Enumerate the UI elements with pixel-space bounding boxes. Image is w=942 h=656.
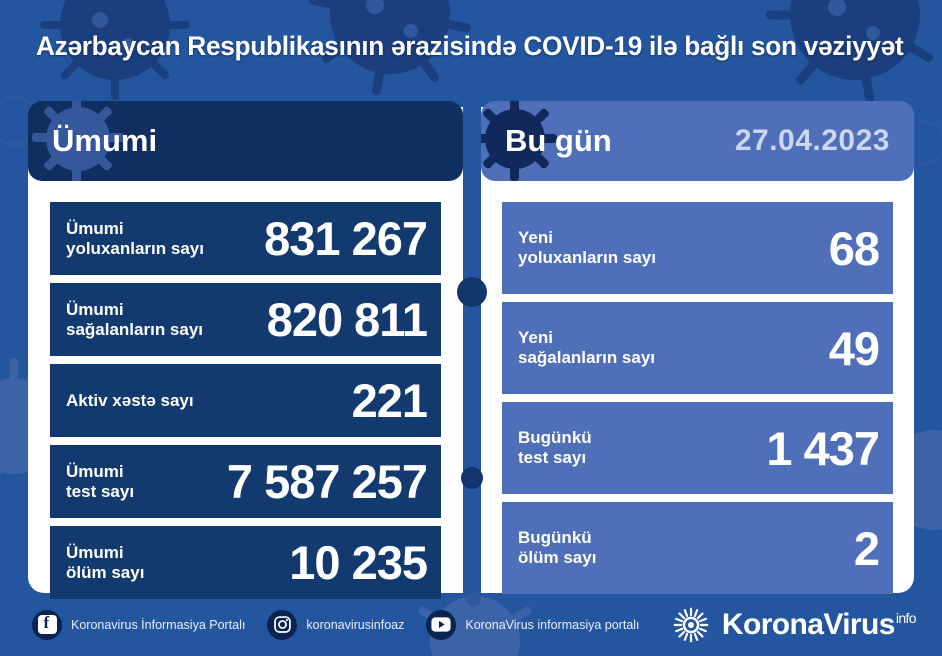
social-label: koronavirusinfoaz (306, 617, 405, 632)
virus-spikes (481, 134, 489, 143)
panel-today-rows: Yeni yoluxanların sayı 68 Yeni sağalanla… (502, 202, 893, 594)
virus-dot (828, 0, 846, 16)
stat-row: Yeni yoluxanların sayı 68 (502, 202, 893, 294)
stat-label: Ümumi ölüm sayı (66, 542, 145, 582)
social-links: Koronavirus İnformasiya Portalı koronavi… (32, 609, 640, 640)
social-label: Koronavirus İnformasiya Portalı (71, 617, 246, 632)
stat-row: Ümumi sağalanların sayı 820 811 (50, 283, 441, 356)
virus-dot (466, 592, 481, 607)
virus-particle (40, 0, 190, 100)
panel-total-title: Ümumi (52, 123, 158, 158)
stat-value: 1 437 (766, 421, 880, 475)
panel-total-rows: Ümumi yoluxanların sayı 831 267 Ümumi sa… (50, 202, 441, 599)
stat-value: 49 (828, 321, 880, 375)
stat-row: Yeni sağalanların sayı 49 (502, 302, 893, 394)
virus-dot (366, 0, 384, 14)
stat-row: Ümumi yoluxanların sayı 831 267 (50, 202, 441, 275)
report-date: 27.04.2023 (734, 124, 890, 157)
stat-value: 7 587 257 (226, 455, 428, 508)
social-label: KoronaVirus informasiya portalı (465, 617, 640, 632)
panel-divider (457, 107, 487, 593)
stat-label: Ümumi sağalanların sayı (66, 299, 204, 339)
virus-spikes (541, 134, 557, 143)
stat-value: 221 (351, 374, 428, 427)
page-title-bar: Azərbaycan Respublikasının ərazisində CO… (0, 0, 942, 92)
brand-title: KoronaVirus (721, 607, 895, 641)
panel-today: Bu gün 27.04.2023 Yeni yoluxanların sayı… (481, 101, 914, 594)
social-link-facebook[interactable]: Koronavirus İnformasiya Portalı (32, 609, 246, 640)
virus-particle (461, 467, 483, 489)
virus-dot (92, 12, 108, 28)
stat-value: 820 811 (266, 293, 428, 346)
stat-label: Yeni sağalanların sayı (518, 328, 656, 367)
youtube-glyph (431, 617, 451, 632)
panel-today-header: Bu gün 27.04.2023 (481, 101, 914, 181)
stat-label: Ümumi yoluxanların sayı (66, 218, 204, 258)
virus-sun-icon (673, 607, 709, 642)
page-title: Azərbaycan Respublikasının ərazisində CO… (36, 30, 904, 61)
stat-label: Bugünkü test sayı (518, 428, 592, 467)
footer-bar: Koronavirus İnformasiya Portalı koronavi… (0, 593, 942, 656)
facebook-icon[interactable] (32, 609, 62, 640)
social-link-instagram[interactable]: koronavirusinfoaz (267, 609, 405, 640)
stat-row: Ümumi test sayı 7 587 257 (50, 445, 441, 518)
virus-dot (122, 38, 135, 51)
facebook-glyph (37, 613, 57, 634)
stat-row: Ümumi ölüm sayı 10 235 (50, 526, 441, 599)
social-link-youtube[interactable]: KoronaVirus informasiya portalı (426, 609, 640, 640)
stat-row: Bugünkü test sayı 1 437 (502, 402, 893, 494)
virus-dot (404, 24, 418, 38)
stat-row: Bugünkü ölüm sayı 2 (502, 502, 893, 594)
stat-label: Ümumi test sayı (66, 461, 135, 501)
stat-row: Aktiv xəstə sayı 221 (50, 364, 441, 437)
panel-total: Ümumi Ümumi yoluxanların sayı 831 267 Üm… (28, 101, 463, 599)
panel-today-title: Bu gün (505, 123, 612, 158)
virus-spikes (510, 101, 519, 115)
brand-suffix: info (895, 609, 917, 626)
virus-spikes (32, 133, 48, 142)
brand-name: KoronaVirusinfo (721, 607, 917, 642)
youtube-icon[interactable] (426, 609, 457, 640)
instagram-glyph (274, 616, 291, 633)
virus-spikes (108, 133, 124, 142)
stat-value: 10 235 (289, 536, 428, 589)
instagram-icon[interactable] (267, 609, 298, 640)
virus-particle (457, 277, 487, 307)
virus-dot (866, 26, 880, 40)
stat-value: 68 (828, 221, 880, 275)
brand-logo[interactable]: KoronaVirusinfo (671, 605, 917, 645)
virus-spikes (72, 101, 81, 113)
stat-label: Bugünkü ölüm sayı (518, 528, 597, 567)
stat-value: 2 (853, 521, 880, 575)
stat-value: 831 267 (264, 212, 428, 265)
stat-label: Yeni yoluxanların sayı (518, 228, 656, 267)
stat-label: Aktiv xəstə sayı (66, 390, 194, 410)
virus-spikes (72, 167, 81, 181)
panel-total-header: Ümumi (28, 101, 463, 181)
virus-spikes (510, 165, 519, 181)
